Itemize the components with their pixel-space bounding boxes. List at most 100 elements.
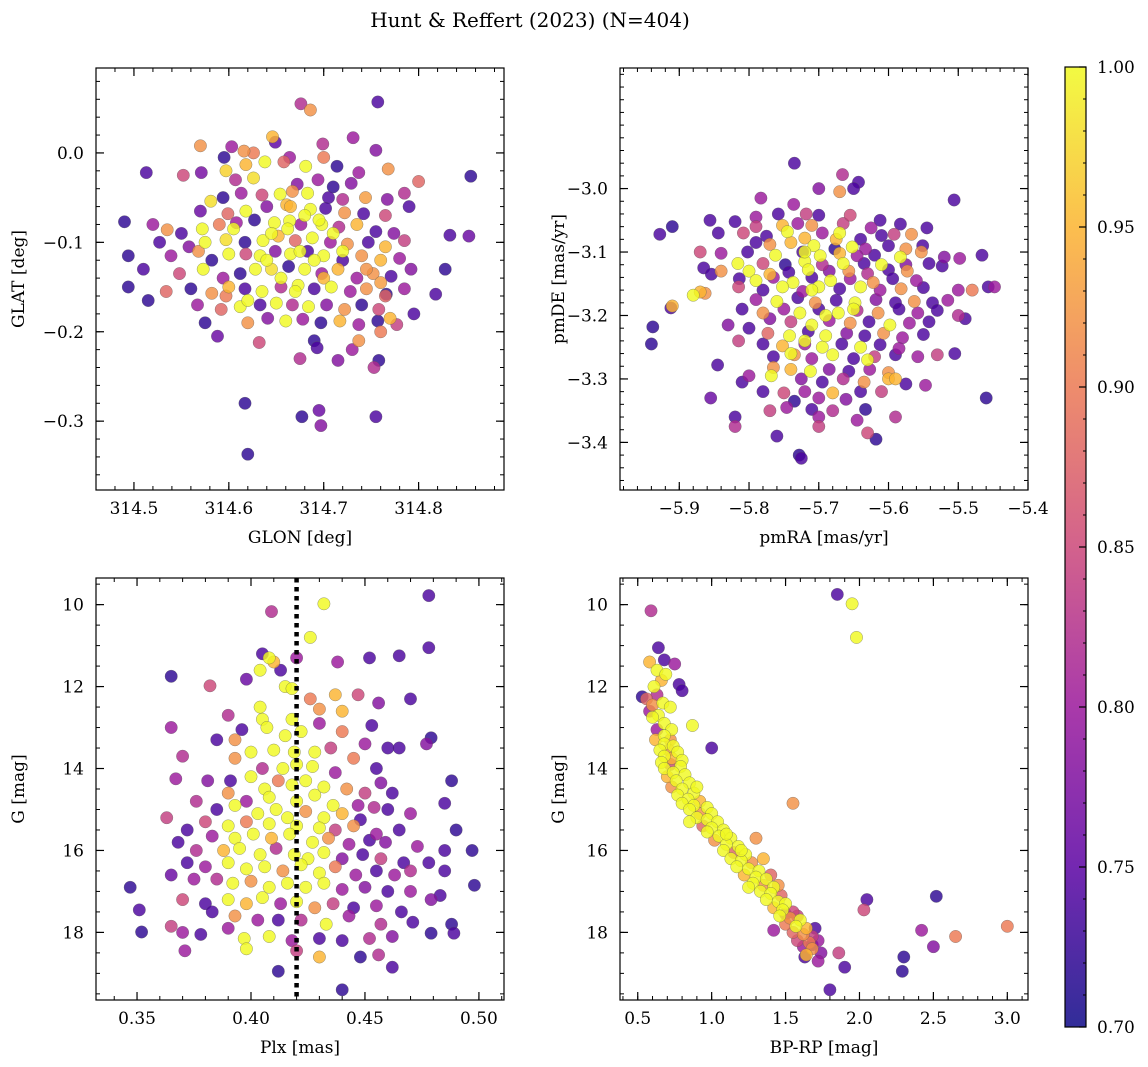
data-point: [941, 293, 955, 307]
data-point: [831, 306, 845, 320]
data-point: [791, 217, 805, 230]
data-point: [283, 827, 297, 841]
data-point: [260, 721, 274, 734]
data-point: [146, 218, 160, 231]
data-point: [253, 663, 267, 677]
data-point: [728, 420, 742, 433]
data-point: [251, 913, 265, 927]
data-point: [210, 872, 224, 886]
data-point: [176, 749, 190, 763]
data-point: [714, 246, 728, 260]
data-point: [335, 704, 349, 718]
data-point: [358, 880, 372, 894]
data-point: [749, 236, 763, 249]
data-point: [422, 641, 436, 655]
data-point: [424, 893, 438, 907]
data-point: [823, 983, 837, 997]
data-point: [875, 385, 888, 399]
data-point: [371, 95, 385, 109]
data-point: [278, 729, 292, 743]
data-point: [449, 823, 463, 837]
data-point: [262, 651, 276, 665]
data-point: [836, 372, 850, 386]
data-point: [838, 960, 852, 974]
data-point: [324, 280, 338, 294]
x-tick-label: 2.0: [846, 1009, 873, 1029]
data-point: [861, 353, 875, 367]
data-point: [742, 880, 756, 894]
data-point: [344, 176, 358, 190]
data-point: [826, 404, 840, 418]
data-point: [312, 950, 326, 964]
data-point: [204, 194, 218, 208]
data-point: [369, 143, 383, 157]
data-point: [238, 282, 252, 296]
data-point: [253, 298, 267, 312]
data-point: [763, 267, 777, 281]
data-point: [266, 130, 279, 144]
y-axis-label: G [mag]: [549, 754, 569, 823]
data-point: [363, 651, 376, 665]
data-point: [164, 669, 178, 683]
y-tick-label: −0.3: [43, 412, 84, 432]
data-point: [402, 200, 416, 214]
data-point: [271, 913, 285, 927]
data-point: [445, 774, 459, 788]
data-point: [385, 960, 399, 974]
data-point: [379, 835, 392, 849]
data-point: [221, 893, 235, 907]
data-point: [322, 191, 335, 205]
data-point: [843, 208, 857, 222]
data-point: [859, 402, 872, 416]
data-point: [919, 378, 932, 392]
data-point: [862, 315, 876, 329]
data-point: [873, 338, 887, 352]
data-point: [388, 868, 402, 882]
data-point: [308, 788, 322, 802]
x-tick-label: 0.35: [118, 1009, 156, 1029]
data-point: [312, 213, 326, 227]
x-tick-label: 1.5: [772, 1009, 799, 1029]
data-point: [397, 186, 411, 200]
data-point: [771, 207, 785, 221]
data-point: [850, 413, 864, 427]
data-point: [871, 306, 885, 320]
colorbar-tick-label: 0.70: [1097, 1018, 1135, 1038]
data-point: [374, 917, 388, 931]
data-point: [317, 780, 331, 794]
data-point: [839, 392, 853, 406]
data-point: [394, 905, 408, 919]
data-point: [239, 247, 253, 261]
data-point: [770, 429, 784, 443]
data-point: [465, 844, 479, 857]
y-tick-label: 14: [586, 760, 608, 780]
data-point: [887, 227, 901, 241]
y-tick-label: 10: [586, 596, 608, 616]
data-point: [261, 311, 275, 325]
data-point: [237, 144, 251, 158]
data-point: [704, 391, 718, 405]
colorbar-tick-label: 0.75: [1097, 858, 1135, 878]
data-point: [700, 825, 714, 839]
data-point: [813, 249, 827, 263]
x-tick-label: −5.7: [798, 499, 839, 519]
data-point: [794, 451, 808, 465]
data-point: [721, 318, 735, 332]
data-point: [239, 794, 253, 808]
data-point: [815, 375, 829, 389]
data-point: [210, 733, 224, 747]
data-point: [916, 328, 930, 341]
y-tick-label: 12: [62, 678, 84, 698]
data-point: [193, 139, 207, 153]
data-point: [911, 306, 925, 320]
data-point: [295, 410, 309, 424]
data-point: [404, 692, 417, 706]
data-point: [171, 835, 185, 849]
data-point: [160, 811, 174, 825]
data-point: [328, 860, 342, 874]
data-point: [857, 903, 871, 917]
data-point: [159, 285, 173, 298]
data-point: [392, 649, 406, 663]
y-tick-label: −0.2: [43, 323, 84, 343]
x-tick-label: 314.6: [205, 499, 254, 519]
